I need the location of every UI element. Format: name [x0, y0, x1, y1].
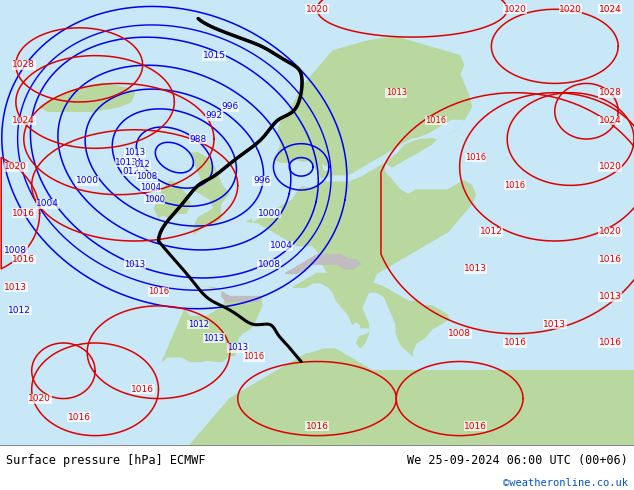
- Text: 1015: 1015: [202, 51, 226, 60]
- Text: 1004: 1004: [270, 241, 293, 250]
- Text: 992: 992: [205, 111, 223, 121]
- Text: 1013: 1013: [464, 264, 487, 273]
- Text: 1013: 1013: [4, 283, 27, 292]
- Text: 1020: 1020: [28, 394, 51, 403]
- Text: 1016: 1016: [68, 413, 91, 421]
- Text: 1008: 1008: [448, 329, 471, 338]
- Text: 1016: 1016: [12, 209, 36, 218]
- Text: 1016: 1016: [12, 255, 36, 264]
- Text: 012: 012: [122, 167, 139, 176]
- Polygon shape: [317, 121, 463, 181]
- Text: 996: 996: [221, 102, 238, 111]
- Text: 1024: 1024: [599, 5, 621, 14]
- Text: 1020: 1020: [598, 227, 622, 236]
- Polygon shape: [162, 287, 261, 362]
- Text: 012: 012: [135, 161, 150, 170]
- Text: 1000: 1000: [75, 176, 99, 185]
- Text: 1020: 1020: [503, 5, 527, 14]
- Polygon shape: [273, 37, 463, 176]
- Text: 1012: 1012: [480, 227, 503, 236]
- Polygon shape: [301, 159, 323, 187]
- Text: 996: 996: [253, 176, 270, 185]
- Text: 1028: 1028: [12, 60, 36, 70]
- Text: 1016: 1016: [306, 422, 328, 431]
- Text: 1016: 1016: [425, 116, 446, 125]
- Text: 1013: 1013: [598, 292, 622, 301]
- Text: 1016: 1016: [598, 255, 622, 264]
- Text: 1000: 1000: [144, 195, 165, 204]
- Text: 1013: 1013: [124, 260, 145, 269]
- Polygon shape: [222, 162, 321, 220]
- Text: 1024: 1024: [13, 116, 35, 125]
- Text: 1024: 1024: [599, 5, 621, 14]
- Text: 1004: 1004: [36, 199, 59, 208]
- Text: 1016: 1016: [464, 422, 487, 431]
- Text: ©weatheronline.co.uk: ©weatheronline.co.uk: [503, 478, 628, 488]
- Text: 1016: 1016: [131, 385, 154, 394]
- Text: 1020: 1020: [598, 162, 622, 171]
- Polygon shape: [155, 181, 190, 218]
- Text: 1016: 1016: [148, 288, 169, 296]
- Text: 1013: 1013: [385, 88, 407, 97]
- Text: 1012: 1012: [188, 320, 209, 329]
- Polygon shape: [190, 343, 634, 445]
- Text: 1004: 1004: [140, 183, 161, 192]
- Text: 1012: 1012: [8, 306, 31, 315]
- Text: 1013: 1013: [204, 334, 224, 343]
- Text: 1008: 1008: [4, 246, 27, 255]
- Text: We 25-09-2024 06:00 UTC (00+06): We 25-09-2024 06:00 UTC (00+06): [407, 454, 628, 467]
- Text: 1013: 1013: [543, 320, 566, 329]
- Text: 1008: 1008: [136, 172, 157, 181]
- Polygon shape: [345, 273, 448, 357]
- Text: 1016: 1016: [598, 339, 622, 347]
- Text: 1016: 1016: [503, 339, 527, 347]
- Text: 1020: 1020: [559, 5, 582, 14]
- Polygon shape: [158, 287, 226, 315]
- Text: 1016: 1016: [465, 153, 486, 162]
- Polygon shape: [293, 273, 368, 347]
- Text: 1020: 1020: [306, 5, 328, 14]
- Text: 1024: 1024: [599, 116, 621, 125]
- Text: 1013: 1013: [227, 343, 249, 352]
- Text: 1028: 1028: [598, 88, 622, 97]
- Text: 1013: 1013: [115, 158, 138, 167]
- Text: Surface pressure [hPa] ECMWF: Surface pressure [hPa] ECMWF: [6, 454, 206, 467]
- Text: 1000: 1000: [258, 209, 281, 218]
- Polygon shape: [190, 153, 252, 234]
- Text: 1020: 1020: [4, 162, 27, 171]
- Polygon shape: [194, 324, 412, 366]
- Text: 1013: 1013: [124, 148, 145, 157]
- Polygon shape: [39, 83, 134, 111]
- Text: 1016: 1016: [505, 181, 526, 190]
- Polygon shape: [408, 74, 472, 158]
- Text: 988: 988: [190, 135, 207, 144]
- Text: 1008: 1008: [258, 260, 281, 269]
- Polygon shape: [254, 162, 476, 324]
- Text: 1016: 1016: [243, 352, 264, 361]
- Polygon shape: [285, 255, 361, 273]
- Polygon shape: [222, 292, 261, 301]
